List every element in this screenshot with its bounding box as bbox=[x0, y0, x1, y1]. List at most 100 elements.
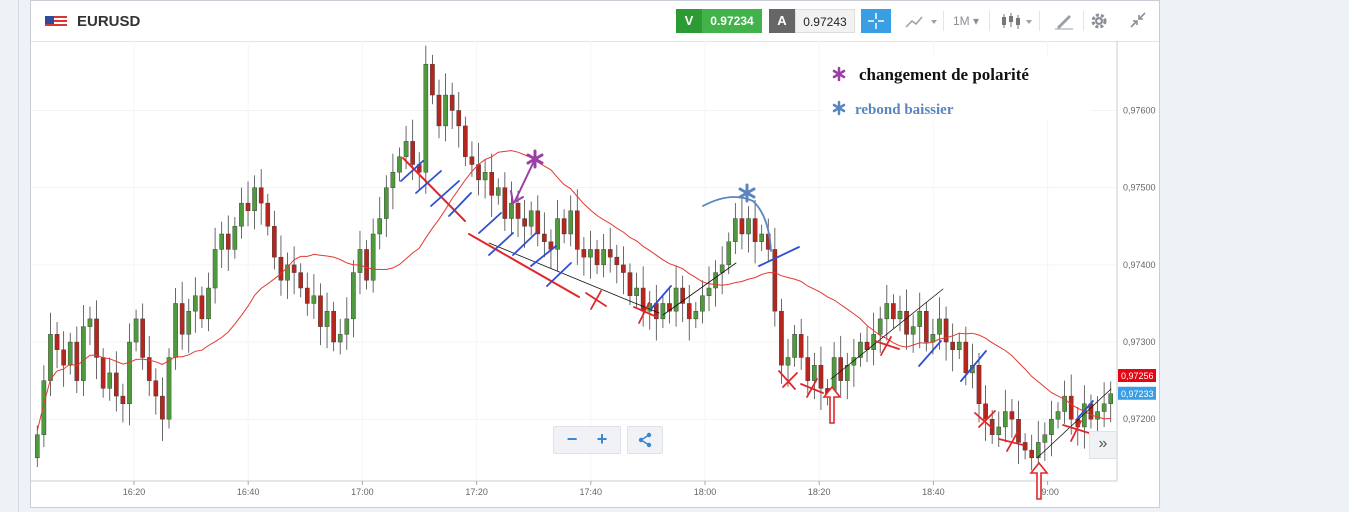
legend-rebound-text: rebond baissier bbox=[855, 102, 954, 118]
candle-body bbox=[377, 218, 383, 235]
chart-widget: EURUSD V 0.97234 A 0.97243 1M ▾ bbox=[30, 0, 1160, 508]
candle-body bbox=[403, 141, 409, 157]
sell-price[interactable]: 0.97234 bbox=[702, 9, 762, 33]
candle-body bbox=[430, 63, 435, 96]
candle-body bbox=[561, 218, 567, 235]
candle-body bbox=[1055, 411, 1061, 420]
candle bbox=[337, 318, 343, 355]
candle bbox=[1108, 381, 1114, 423]
candle-body bbox=[258, 187, 264, 204]
candle bbox=[891, 294, 896, 329]
candle-body bbox=[686, 303, 692, 320]
candle bbox=[917, 292, 923, 349]
candle-body bbox=[41, 380, 47, 435]
candle bbox=[983, 385, 988, 441]
candle bbox=[693, 301, 699, 329]
indicator-menu[interactable] bbox=[904, 11, 940, 31]
candle bbox=[179, 281, 185, 350]
candle-body bbox=[160, 395, 165, 420]
candle bbox=[298, 263, 304, 298]
fullscreen-button[interactable] bbox=[1129, 11, 1147, 31]
candle-body bbox=[239, 202, 244, 227]
candle bbox=[535, 195, 541, 247]
candle-body bbox=[884, 303, 890, 320]
candle bbox=[667, 288, 672, 324]
candle-body bbox=[1016, 419, 1021, 443]
y-tick-label: 0,97300 bbox=[1123, 337, 1156, 347]
candle bbox=[443, 73, 448, 142]
candle bbox=[384, 175, 389, 238]
legend-rebound-asterisk-icon bbox=[832, 100, 846, 116]
candle-body bbox=[127, 341, 132, 405]
candle-body bbox=[443, 94, 448, 127]
y-tick-label: 0,97200 bbox=[1123, 414, 1156, 424]
candle bbox=[357, 230, 363, 295]
price-chart[interactable]: 0,97600 0,97500 0,97400 0,97300 0,97200 16:20… bbox=[31, 41, 1159, 507]
candle-body bbox=[568, 210, 574, 235]
candle-body bbox=[285, 264, 290, 281]
candle bbox=[752, 200, 758, 264]
candle bbox=[956, 332, 962, 360]
candle bbox=[199, 286, 205, 329]
candle bbox=[252, 175, 257, 230]
candle-body bbox=[179, 303, 185, 335]
candle bbox=[581, 237, 587, 276]
candle bbox=[258, 169, 264, 225]
candle-body bbox=[489, 172, 494, 196]
candle-body bbox=[298, 272, 304, 289]
candle bbox=[706, 266, 712, 312]
zoom-in-icon[interactable]: + bbox=[596, 429, 608, 449]
candle-body bbox=[318, 295, 323, 327]
crosshair-icon bbox=[868, 13, 884, 29]
candle bbox=[733, 203, 738, 255]
draw-tools-button[interactable] bbox=[1053, 11, 1075, 31]
x-tick-label: 18:40 bbox=[922, 487, 945, 497]
candle-body bbox=[785, 357, 791, 366]
candle bbox=[423, 45, 429, 194]
candle-body bbox=[502, 187, 508, 219]
buy-price[interactable]: 0.97243 bbox=[795, 9, 855, 33]
candle bbox=[1009, 399, 1015, 438]
candle bbox=[239, 187, 244, 239]
share-button[interactable] bbox=[627, 426, 663, 454]
candle-body bbox=[397, 156, 402, 173]
candle bbox=[772, 227, 778, 327]
candle bbox=[779, 298, 784, 384]
candle-body bbox=[607, 249, 613, 258]
candle bbox=[67, 332, 73, 375]
candle-body bbox=[594, 249, 600, 266]
candle bbox=[463, 116, 468, 167]
candle bbox=[1049, 400, 1054, 457]
candle-body bbox=[173, 303, 178, 358]
candle-body bbox=[614, 256, 620, 266]
scroll-right-icon: » bbox=[1098, 435, 1108, 452]
candle-body bbox=[1042, 434, 1048, 443]
candle bbox=[87, 306, 93, 346]
candle-body bbox=[390, 172, 396, 188]
candle bbox=[285, 252, 290, 299]
candle-body bbox=[779, 310, 784, 366]
candle bbox=[212, 227, 218, 304]
settings-button[interactable] bbox=[1089, 11, 1109, 31]
candle-body bbox=[542, 233, 547, 242]
candle bbox=[686, 284, 692, 341]
candle bbox=[719, 246, 725, 295]
candle bbox=[81, 305, 86, 397]
scroll-right-button[interactable]: » bbox=[1089, 431, 1117, 459]
crosshair-button[interactable] bbox=[861, 9, 891, 33]
candle-body bbox=[515, 202, 521, 219]
candle bbox=[219, 221, 224, 268]
candle bbox=[74, 326, 80, 393]
candle bbox=[561, 209, 567, 244]
chart-type-menu[interactable] bbox=[999, 11, 1035, 31]
sell-button[interactable]: V bbox=[676, 9, 702, 33]
candle-body bbox=[153, 380, 159, 397]
candle-body bbox=[667, 303, 672, 312]
buy-button[interactable]: A bbox=[769, 9, 795, 33]
zoom-out-icon[interactable]: − bbox=[566, 429, 578, 449]
timeframe-menu[interactable]: 1M ▾ bbox=[953, 11, 979, 31]
candles-icon bbox=[1002, 13, 1032, 29]
candle bbox=[186, 298, 192, 353]
candle bbox=[910, 314, 916, 353]
candle-body bbox=[463, 125, 468, 157]
